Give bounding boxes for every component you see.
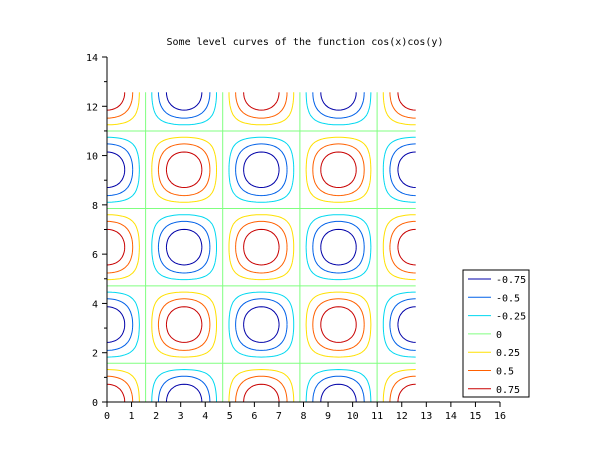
x-tick-label: 1 [129,411,135,422]
contour-level-0p25 [106,92,416,403]
y-tick-label: 0 [92,398,98,409]
y-tick-label: 8 [92,201,98,212]
contour-level-0p75 [106,92,416,403]
legend-label: -0.25 [496,312,526,323]
x-tick-label: 6 [251,411,257,422]
x-tick-label: 3 [178,411,184,422]
x-tick-label: 5 [227,411,233,422]
contour-level-neg0p25 [106,92,416,403]
x-tick-label: 2 [153,411,159,422]
x-tick-label: 7 [276,411,282,422]
contour-level-0p5 [106,92,416,403]
x-tick-label: 12 [396,411,408,422]
x-tick-label: 11 [371,411,383,422]
y-tick-label: 4 [92,299,98,310]
y-tick-label: 6 [92,250,98,261]
x-tick-label: 16 [494,411,506,422]
x-tick-label: 10 [347,411,359,422]
legend-label: 0.75 [496,385,520,396]
legend-label: -0.5 [496,293,520,304]
x-tick-label: 9 [325,411,331,422]
x-tick-label: 14 [445,411,457,422]
x-tick-label: 0 [104,411,110,422]
y-tick-label: 10 [86,152,98,163]
legend-label: 0.25 [496,348,520,359]
contour-lines [106,92,416,403]
y-tick-label: 14 [86,53,98,64]
legend: -0.75 -0.5 -0.25 0 0.25 0.5 0.75 [462,269,530,398]
contour-level-neg0p75 [106,92,416,403]
contour-level-0 [107,92,416,402]
legend-label: -0.75 [496,275,526,286]
x-tick-label: 4 [202,411,208,422]
y-tick-label: 2 [92,349,98,360]
legend-label: 0 [496,330,502,341]
x-tick-label: 8 [300,411,306,422]
x-tick-label: 15 [469,411,481,422]
legend-label: 0.5 [496,367,514,378]
contour-level-neg0p5 [106,92,416,403]
x-tick-label: 13 [420,411,432,422]
y-tick-label: 12 [86,102,98,113]
chart-title: Some level curves of the function cos(x)… [167,37,444,48]
